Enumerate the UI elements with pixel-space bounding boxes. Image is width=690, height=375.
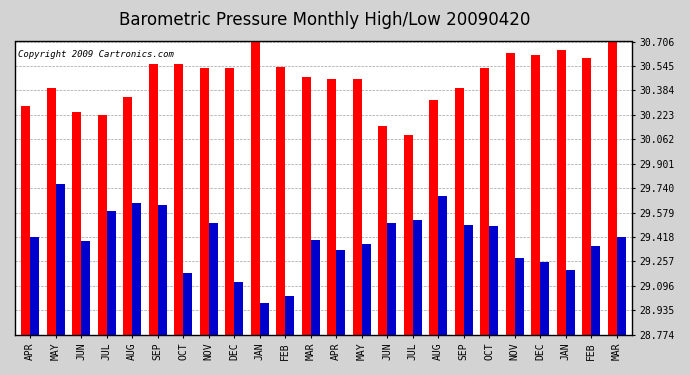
Bar	[200, 68, 209, 335]
Bar	[277, 67, 285, 335]
Bar	[489, 226, 498, 335]
Bar	[480, 68, 489, 335]
Bar	[327, 79, 336, 335]
Bar	[336, 251, 345, 335]
Bar	[531, 54, 540, 335]
Bar	[455, 88, 464, 335]
Bar	[72, 112, 81, 335]
Bar	[184, 273, 193, 335]
Bar	[47, 88, 56, 335]
Bar	[98, 115, 107, 335]
Bar	[438, 196, 447, 335]
Bar	[285, 296, 294, 335]
Bar	[209, 223, 218, 335]
Bar	[302, 77, 311, 335]
Text: Copyright 2009 Cartronics.com: Copyright 2009 Cartronics.com	[18, 50, 174, 59]
Bar	[251, 41, 260, 335]
Bar	[362, 244, 371, 335]
Bar	[429, 100, 438, 335]
Bar	[158, 205, 167, 335]
Bar	[464, 225, 473, 335]
Bar	[557, 50, 566, 335]
Bar	[149, 64, 158, 335]
Bar	[132, 203, 141, 335]
Bar	[56, 184, 65, 335]
Bar	[175, 64, 184, 335]
Bar	[378, 126, 387, 335]
Bar	[21, 106, 30, 335]
Bar	[404, 135, 413, 335]
Bar	[617, 237, 626, 335]
Bar	[506, 53, 515, 335]
Bar	[235, 282, 244, 335]
Bar	[387, 223, 396, 335]
Bar	[226, 68, 235, 335]
Bar	[566, 270, 575, 335]
Bar	[591, 246, 600, 335]
Bar	[124, 97, 132, 335]
Bar	[515, 258, 524, 335]
Bar	[30, 237, 39, 335]
Bar	[310, 240, 319, 335]
Bar	[540, 262, 549, 335]
Bar	[582, 58, 591, 335]
Bar	[107, 211, 116, 335]
Bar	[413, 220, 422, 335]
Bar	[353, 79, 362, 335]
Bar	[608, 41, 617, 335]
Bar	[260, 303, 268, 335]
Bar	[81, 241, 90, 335]
Text: Barometric Pressure Monthly High/Low 20090420: Barometric Pressure Monthly High/Low 200…	[119, 11, 530, 29]
